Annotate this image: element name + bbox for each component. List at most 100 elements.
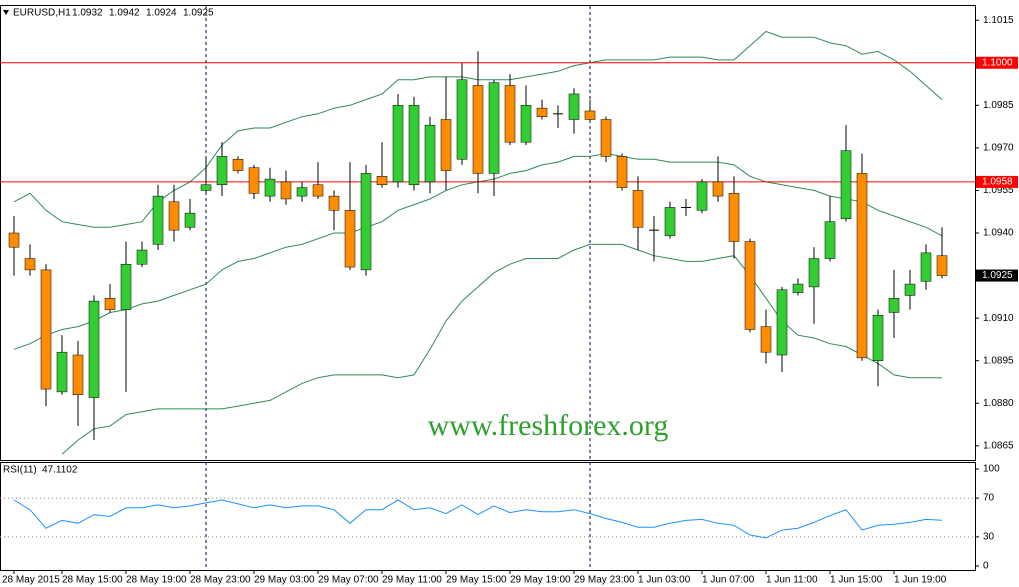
candle-body — [840, 150, 852, 220]
indicator-value: 47.1102 — [42, 465, 78, 476]
hline-label: 1.1000 — [982, 57, 1013, 68]
candle-body — [856, 173, 868, 359]
x-tick-label: 29 May 23:00 — [574, 575, 635, 586]
candle-body — [632, 190, 644, 228]
current-price-box — [976, 269, 1018, 282]
candle-body — [216, 156, 228, 186]
candle-body — [264, 178, 276, 197]
x-tick-label: 29 May 19:00 — [510, 575, 571, 586]
y-tick-label: 100 — [983, 464, 1000, 475]
x-tick-label: 29 May 11:00 — [382, 575, 442, 586]
candle-body — [904, 283, 916, 296]
candle-body — [8, 232, 20, 248]
candle-body — [536, 107, 548, 117]
x-tick-label: 1 Jun 03:00 — [638, 575, 691, 586]
candle-body — [808, 258, 820, 288]
candle-body — [728, 193, 740, 242]
x-tick-label: 28 May 2015 — [2, 575, 60, 586]
candle-body — [888, 298, 900, 313]
candle-body — [104, 298, 116, 310]
header-value: 1.0924 — [146, 8, 177, 19]
candle-body — [664, 207, 676, 237]
y-tick-label: 30 — [983, 532, 995, 543]
candle-body — [392, 105, 404, 183]
candle-body — [744, 241, 756, 330]
candle-body — [296, 187, 308, 197]
candle-body — [376, 176, 388, 186]
candle-body — [568, 93, 580, 120]
x-tick-label: 28 May 15:00 — [62, 575, 123, 586]
candle-body — [920, 252, 932, 282]
x-tick-label: 28 May 19:00 — [126, 575, 187, 586]
candle-body — [184, 212, 196, 228]
candle-body — [72, 354, 84, 395]
watermark: www.freshforex.org — [428, 409, 669, 442]
y-tick-label: 1.0910 — [983, 313, 1014, 324]
header-value: 1.0932 — [72, 8, 103, 19]
y-tick-label: 70 — [983, 493, 995, 504]
x-tick-label: 1 Jun 07:00 — [702, 575, 755, 586]
y-tick-label: 1.0865 — [983, 440, 1014, 451]
candle-body — [312, 184, 324, 197]
candle-body — [488, 82, 500, 174]
y-tick-label: 1.0970 — [983, 143, 1014, 154]
rsi-line — [13, 499, 943, 539]
candle-body — [232, 158, 244, 171]
candle-body — [776, 289, 788, 356]
candle-body — [120, 263, 132, 310]
candle-body — [824, 221, 836, 259]
y-tick-label: 0 — [983, 561, 989, 572]
menu-arrow — [3, 10, 9, 15]
candle-body — [936, 255, 948, 276]
symbol-title: EURUSD,H1 — [13, 8, 71, 19]
y-tick-label: 1.0955 — [983, 185, 1014, 196]
candle-body — [200, 184, 212, 191]
y-tick-label: 1.0880 — [983, 398, 1014, 409]
x-tick-label: 1 Jun 15:00 — [830, 575, 883, 586]
x-tick-label: 1 Jun 11:00 — [766, 575, 818, 586]
y-tick-label: 1.1015 — [983, 15, 1014, 26]
candle-body — [696, 181, 708, 211]
bollinger-band — [61, 243, 942, 455]
candle-body — [456, 79, 468, 160]
candle-body — [168, 201, 180, 231]
candle-body — [344, 210, 356, 268]
y-tick-label: 1.0895 — [983, 355, 1014, 366]
x-tick-label: 29 May 07:00 — [318, 575, 379, 586]
candle-body — [504, 85, 516, 143]
candle-body — [712, 181, 724, 197]
candle-body — [584, 110, 596, 120]
candle-body — [872, 315, 884, 361]
x-tick-label: 29 May 03:00 — [254, 575, 315, 586]
hline-label-box — [976, 175, 1018, 188]
candle-body — [152, 195, 164, 245]
candle-body — [56, 351, 68, 393]
hline-label-box — [976, 56, 1018, 69]
candle-body — [792, 283, 804, 293]
y-tick-label: 1.0985 — [983, 100, 1014, 111]
x-tick-label: 29 May 15:00 — [446, 575, 507, 586]
candle-body — [472, 85, 484, 174]
candle-body — [24, 258, 36, 271]
candle-body — [424, 124, 436, 183]
candle-body — [136, 249, 148, 265]
x-tick-label: 28 May 23:00 — [190, 575, 251, 586]
candle-body — [760, 326, 772, 353]
candle-body — [40, 269, 52, 390]
candle-body — [600, 119, 612, 157]
candle-body — [88, 300, 100, 398]
candle-body — [360, 173, 372, 271]
candle-body — [440, 119, 452, 171]
indicator-title: RSI(11) — [3, 465, 37, 476]
candle-body — [248, 167, 260, 194]
candle-body — [408, 105, 420, 186]
x-tick-label: 1 Jun 19:00 — [894, 575, 947, 586]
candle-body — [280, 181, 292, 200]
hline-label: 1.0958 — [982, 177, 1013, 188]
header-value: 1.0942 — [109, 8, 140, 19]
current-price-label: 1.0925 — [982, 270, 1013, 281]
candle-body — [520, 105, 532, 143]
header-value: 1.0925 — [183, 8, 214, 19]
